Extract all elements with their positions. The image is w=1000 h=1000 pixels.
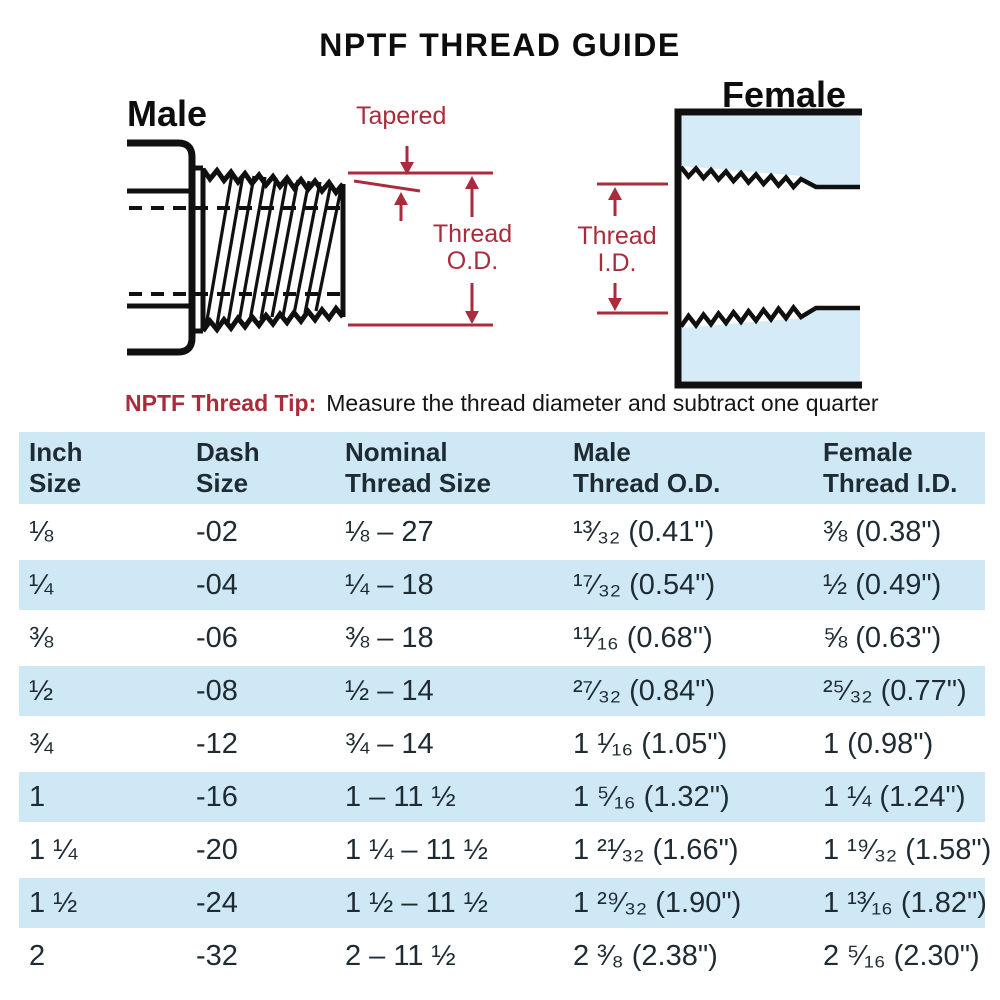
cell-male-thread-od: 1 ²⁹⁄₃₂ (1.90")	[573, 886, 742, 919]
table-header-row: Inch Size Dash Size Nominal Thread Size Mal…	[19, 432, 985, 504]
thread-cross-section-diagram	[127, 108, 862, 389]
male-fitting-drawing	[127, 139, 346, 356]
table-row: ⅜ -06 ⅜ – 18 ¹¹⁄₁₆ (0.68") ⅝ (0.63")	[19, 613, 985, 663]
male-section-label: Male	[127, 93, 208, 134]
cell-female-thread-id: ⅝ (0.63")	[823, 621, 942, 654]
cell-male-thread-od: ²⁷⁄₃₂ (0.84")	[573, 674, 716, 707]
table-row: ⅛ -02 ⅛ – 27 ¹³⁄₃₂ (0.41") ⅜ (0.38")	[19, 507, 985, 557]
cell-inch-size: ⅛	[29, 515, 54, 548]
thread-tip: NPTF Thread Tip: Measure the thread diame…	[125, 390, 879, 417]
cell-female-thread-id: ⅜ (0.38")	[823, 515, 942, 548]
header-inch-size: Inch Size	[29, 437, 83, 498]
header-nominal-thread-size: Nominal Thread Size	[345, 437, 491, 498]
cell-female-thread-id: ½ (0.49")	[823, 568, 942, 601]
cell-nominal-thread-size: 1 ½ – 11 ½	[345, 886, 488, 919]
cell-female-thread-id: 2 ⁵⁄₁₆ (2.30")	[823, 939, 980, 972]
header-male-thread-od: Male Thread O.D.	[573, 437, 721, 498]
cell-female-thread-id: ²⁵⁄₃₂ (0.77")	[823, 674, 967, 707]
cell-dash-size: -24	[196, 886, 238, 919]
cell-nominal-thread-size: 1 ¼ – 11 ½	[345, 833, 488, 866]
cell-dash-size: -12	[196, 727, 238, 760]
female-dimension-annotations	[597, 182, 668, 315]
cell-nominal-thread-size: 2 – 11 ½	[345, 939, 456, 972]
cell-male-thread-od: 1 ⁵⁄₁₆ (1.32")	[573, 780, 730, 813]
thread-od-line2: O.D.	[446, 247, 499, 275]
cell-inch-size: 2	[29, 939, 46, 972]
cell-inch-size: ⅜	[29, 621, 54, 654]
cell-dash-size: -08	[196, 674, 238, 707]
cell-inch-size: 1 ½	[29, 886, 78, 919]
header-dash-size: Dash Size	[196, 437, 260, 498]
table-row: 1 -16 1 – 11 ½ 1 ⁵⁄₁₆ (1.32") 1 ¼ (1.24"…	[19, 772, 985, 822]
cell-male-thread-od: 1 ²¹⁄₃₂ (1.66")	[573, 833, 739, 866]
table-row: 1 ½ -24 1 ½ – 11 ½ 1 ²⁹⁄₃₂ (1.90") 1 ¹³⁄…	[19, 878, 987, 928]
header-female-thread-id: Female Thread I.D.	[823, 437, 958, 498]
cell-inch-size: ¾	[29, 727, 54, 760]
thread-id-line2: I.D.	[597, 249, 637, 277]
cell-dash-size: -02	[196, 515, 238, 548]
cell-male-thread-od: ¹³⁄₃₂ (0.41")	[573, 515, 715, 548]
cell-female-thread-id: 1 ¹³⁄₁₆ (1.82")	[823, 886, 987, 919]
thread-id-label: Thread I.D.	[568, 223, 666, 277]
cell-nominal-thread-size: ⅜ – 18	[345, 621, 434, 654]
table-row: 1 ¼ -20 1 ¼ – 11 ½ 1 ²¹⁄₃₂ (1.66") 1 ¹⁹⁄…	[19, 825, 991, 875]
thread-size-table: Inch Size Dash Size Nominal Thread Size Mal…	[19, 432, 991, 984]
thread-od-label: Thread O.D.	[425, 221, 520, 275]
thread-tip-label: NPTF Thread Tip:	[125, 390, 317, 416]
cell-female-thread-id: 1 (0.98")	[823, 727, 934, 760]
cell-male-thread-od: 1 ¹⁄₁₆ (1.05")	[573, 727, 728, 760]
table-row: ¾ -12 ¾ – 14 1 ¹⁄₁₆ (1.05") 1 (0.98")	[19, 719, 985, 769]
cell-dash-size: -04	[196, 568, 238, 601]
table-row: ¼ -04 ¼ – 18 ¹⁷⁄₃₂ (0.54") ½ (0.49")	[19, 560, 985, 610]
female-fitting-drawing	[674, 108, 862, 389]
cell-dash-size: -16	[196, 780, 238, 813]
cell-dash-size: -20	[196, 833, 238, 866]
cell-female-thread-id: 1 ¹⁹⁄₃₂ (1.58")	[823, 833, 992, 866]
cell-nominal-thread-size: ½ – 14	[345, 674, 434, 707]
male-dimension-annotations	[348, 146, 493, 327]
cell-nominal-thread-size: ¼ – 18	[345, 568, 434, 601]
cell-inch-size: ¼	[29, 568, 54, 601]
cell-male-thread-od: ¹¹⁄₁₆ (0.68")	[573, 621, 713, 654]
cell-nominal-thread-size: 1 – 11 ½	[345, 780, 456, 813]
thread-tip-text: Measure the thread diameter and subtract…	[326, 390, 879, 416]
thread-od-line1: Thread	[432, 220, 513, 248]
thread-id-line1: Thread	[577, 222, 657, 250]
cell-inch-size: ½	[29, 674, 54, 707]
cell-dash-size: -32	[196, 939, 238, 972]
table-row: 2 -32 2 – 11 ½ 2 ³⁄₈ (2.38") 2 ⁵⁄₁₆ (2.3…	[19, 931, 985, 981]
female-section-label: Female	[722, 74, 847, 115]
cell-male-thread-od: ¹⁷⁄₃₂ (0.54")	[573, 568, 716, 601]
tapered-label: Tapered	[356, 102, 447, 130]
cell-nominal-thread-size: ¾ – 14	[345, 727, 434, 760]
cell-female-thread-id: 1 ¼ (1.24")	[823, 780, 966, 813]
cell-inch-size: 1 ¼	[29, 833, 78, 866]
cell-nominal-thread-size: ⅛ – 27	[345, 515, 434, 548]
cell-dash-size: -06	[196, 621, 238, 654]
cell-inch-size: 1	[29, 780, 46, 813]
page-title: NPTF THREAD GUIDE	[319, 27, 681, 63]
table-row: ½ -08 ½ – 14 ²⁷⁄₃₂ (0.84") ²⁵⁄₃₂ (0.77")	[19, 666, 985, 716]
cell-male-thread-od: 2 ³⁄₈ (2.38")	[573, 939, 718, 972]
